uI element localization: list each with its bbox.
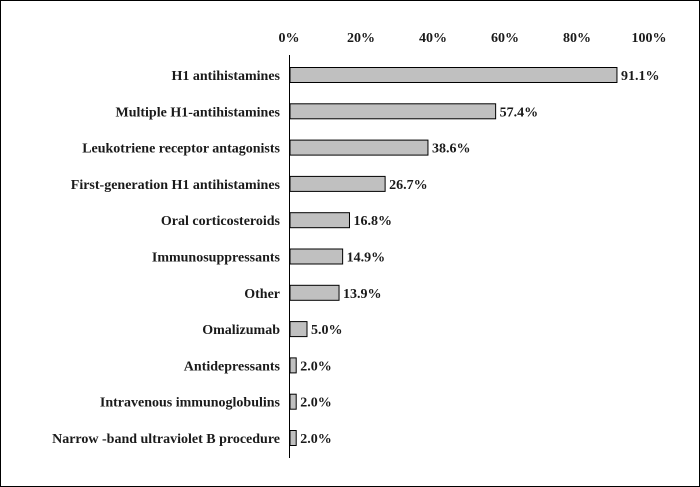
value-label: 2.0% [300, 432, 332, 447]
value-label: 5.0% [311, 323, 343, 338]
value-label: 16.8% [353, 214, 392, 229]
category-label: Immunosuppressants [152, 251, 281, 266]
value-label: 57.4% [500, 105, 539, 120]
bar [289, 284, 340, 301]
value-label: 2.0% [300, 359, 332, 374]
bar [289, 393, 297, 410]
bar [289, 103, 497, 120]
x-tick-label: 0% [279, 31, 300, 46]
category-label: Oral corticosteroids [161, 214, 281, 229]
value-label: 26.7% [389, 178, 428, 193]
value-labels: 91.1% 57.4% 38.6% 26.7% 16.8% 14.9% 13.9% 5.0% 2… [300, 69, 659, 447]
value-label: 13.9% [343, 287, 382, 302]
category-label: First-generation H1 antihistamines [71, 178, 281, 193]
bar [289, 357, 297, 374]
category-label: Antidepressants [184, 359, 281, 374]
category-label: H1 antihistamines [171, 69, 280, 84]
bar [289, 321, 308, 338]
x-tick-label: 40% [419, 31, 447, 46]
value-label: 14.9% [347, 251, 386, 266]
bar [289, 430, 297, 446]
bar [289, 139, 429, 156]
x-tick-label: 80% [563, 31, 591, 46]
x-tick-label: 20% [347, 31, 375, 46]
bar [289, 175, 386, 192]
category-label: Intravenous immunoglobulins [100, 396, 281, 411]
category-label: Multiple H1-antihistamines [115, 105, 280, 120]
category-label: Leukotriene receptor antagonists [82, 142, 280, 157]
bar [289, 212, 350, 229]
x-tick-label: 60% [491, 31, 519, 46]
bar [289, 248, 344, 265]
value-label: 2.0% [300, 396, 332, 411]
x-tick-label: 100% [632, 31, 667, 46]
bars [289, 67, 618, 446]
value-label: 38.6% [432, 142, 471, 157]
category-label: Narrow -band ultraviolet B procedure [52, 432, 280, 447]
value-label: 91.1% [621, 69, 660, 84]
category-label: Omalizumab [202, 323, 280, 338]
category-label: Other [244, 287, 280, 302]
x-axis-ticks: 0% 20% 40% 60% 80% 100% [279, 31, 667, 46]
bar [289, 67, 618, 83]
category-labels: H1 antihistamines Multiple H1-antihistami… [52, 69, 280, 447]
